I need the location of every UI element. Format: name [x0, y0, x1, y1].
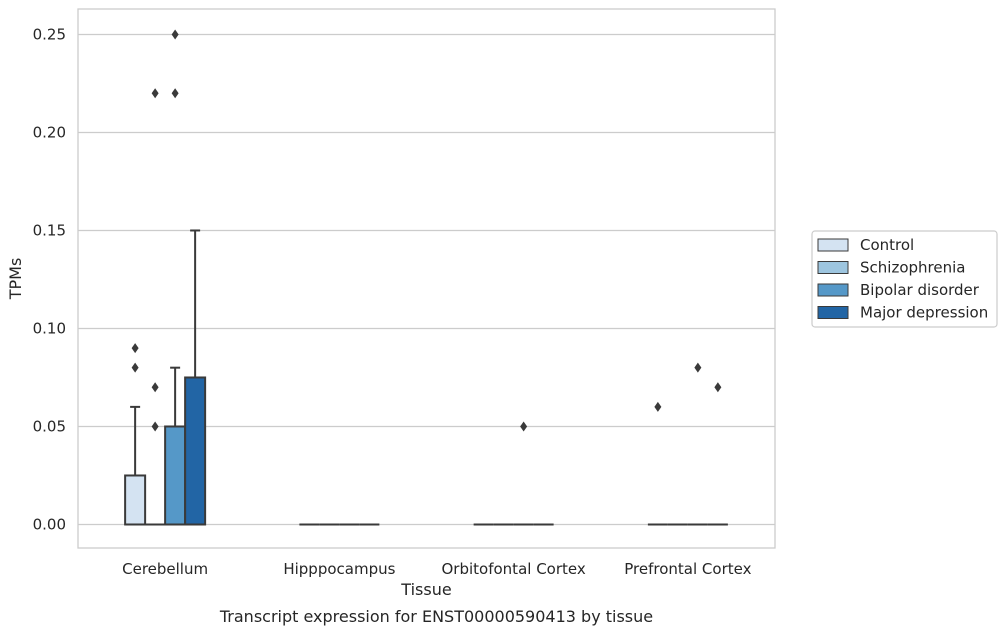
legend-swatch: [817, 261, 849, 274]
box-0-3: [647, 401, 668, 526]
outlier-point: [151, 382, 159, 393]
legend-frame: [811, 230, 998, 328]
figure-caption: Transcript expression for ENST0000059041…: [219, 607, 653, 626]
box-body: [164, 425, 187, 526]
legend-swatch: [817, 283, 849, 297]
box-2-3: [687, 362, 708, 526]
outlier-point: [151, 421, 159, 432]
outlier-point: [654, 401, 662, 412]
y-axis-title: TPMs: [6, 258, 25, 301]
legend-label: Control: [860, 236, 914, 254]
outlier-point: [171, 88, 179, 99]
legend-label: Major depression: [860, 304, 988, 322]
x-tick-label: Prefrontal Cortex: [624, 560, 751, 578]
y-tick-label: 0.05: [33, 417, 66, 435]
y-tick-label: 0.15: [33, 221, 66, 239]
box-3-3: [707, 382, 728, 526]
y-tick-label: 0.00: [33, 515, 66, 533]
outlier-point: [171, 29, 179, 40]
box-2-2: [513, 421, 534, 526]
box-1-0: [145, 88, 166, 526]
x-tick-labels: Cerebellum Hipppocampus Orbitofontal Corte…: [122, 560, 751, 578]
box-body: [124, 474, 147, 526]
outlier-point: [714, 382, 722, 393]
x-tick-label: Cerebellum: [122, 560, 208, 578]
x-axis-title: Tissue: [400, 580, 451, 599]
legend-label: Bipolar disorder: [860, 281, 980, 299]
y-tick-labels: 0.00 0.05 0.10 0.15 0.20 0.25: [33, 25, 66, 533]
legend-swatch: [817, 238, 849, 252]
box-3-0: [184, 229, 207, 526]
x-tick-label: Orbitofontal Cortex: [442, 560, 586, 578]
y-tick-label: 0.20: [33, 123, 66, 141]
outlier-point: [694, 362, 702, 373]
legend-label: Schizophrenia: [860, 259, 965, 277]
box-layer: [124, 29, 728, 526]
outlier-point: [520, 421, 528, 432]
legend-swatch: [817, 306, 849, 319]
box-0-0: [124, 343, 147, 526]
plot-frame: [77, 8, 776, 549]
outlier-point: [151, 88, 159, 99]
legend: Control Schizophrenia Bipolar disorder Majo…: [811, 230, 998, 328]
outlier-point: [131, 362, 139, 373]
y-tick-label: 0.10: [33, 319, 66, 337]
outlier-point: [131, 343, 139, 354]
box-2-0: [164, 29, 187, 526]
box-body: [184, 376, 207, 526]
x-tick-label: Hipppocampus: [283, 560, 395, 578]
y-tick-label: 0.25: [33, 25, 66, 43]
